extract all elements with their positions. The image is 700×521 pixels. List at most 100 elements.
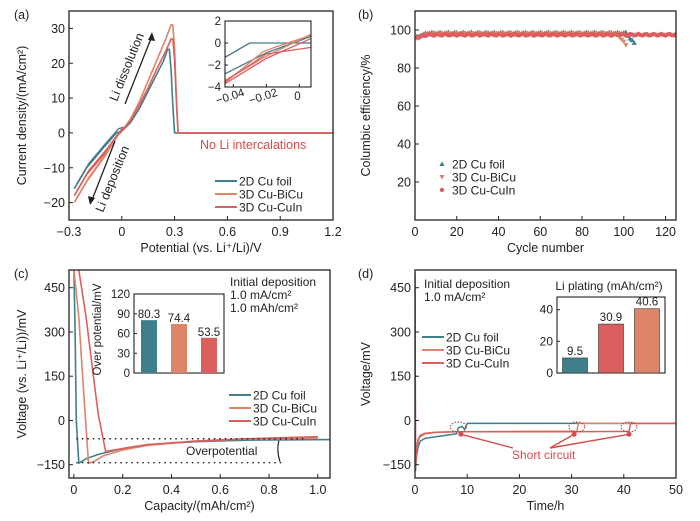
inset-bar-label: 80.3	[138, 309, 160, 321]
legend-label: 3D Cu-CuIn	[446, 357, 509, 371]
inset-y-tick-label: 0	[215, 38, 221, 50]
x-tick-label: 40	[617, 483, 631, 497]
x-tick-label: 0	[412, 483, 419, 497]
y-tick-label: 100	[390, 24, 411, 38]
y-tick-label: 20	[51, 57, 65, 71]
inset-y-tick-label: −2	[208, 60, 221, 72]
x-tick-label: 0	[118, 225, 125, 239]
marker-triangle-up	[439, 161, 445, 166]
inset-y-tick-label: 30	[117, 348, 130, 360]
arrow-deposition	[91, 140, 116, 201]
x-tick-label: 20	[512, 483, 526, 497]
legend-label: 3D Cu-BiCu	[446, 344, 510, 358]
inset-bar-label: 40.6	[636, 297, 658, 309]
series-line-cuin	[415, 272, 676, 466]
arrow-dissolution	[124, 35, 153, 105]
y-axis-label: Current density/(mA/cm²)	[15, 46, 29, 186]
y-tick-label: −10	[44, 161, 65, 175]
x-tick-label: 40	[492, 225, 506, 239]
series-group	[415, 272, 676, 472]
series-line-cu_foil	[225, 42, 311, 58]
short-circuit-arrow	[549, 433, 630, 449]
legend-label: 3D Cu-CuIn	[452, 184, 515, 198]
panel-label: (b)	[358, 8, 373, 22]
series-line-bicu	[225, 34, 311, 84]
inset-x-tick-label: −0.02	[248, 87, 279, 107]
short-circuit-arrow	[549, 433, 575, 449]
y-tick-label: −20	[44, 196, 65, 210]
panel-b: (b) 0 20 40 60 80 100 120 20 40 60 80 100 Cycle numbe…	[358, 8, 677, 255]
annotation-initial-deposition: Initial deposition	[230, 275, 316, 289]
marker-triangle-down	[621, 39, 627, 45]
short-circuit-marker	[568, 421, 586, 433]
inset-bar-cuin	[598, 323, 624, 374]
arrow-head	[148, 32, 155, 41]
inset-x-tick-label: 0	[294, 91, 300, 103]
x-tick-label: 100	[613, 225, 634, 239]
plot-frame	[414, 269, 677, 479]
x-tick-label: 0.6	[212, 483, 229, 497]
annotation-initial-deposition: Initial deposition	[424, 277, 510, 291]
inset-y-axis-label: Over potential/mV	[92, 283, 104, 375]
y-tick-label: 300	[390, 325, 411, 339]
x-tick-label: 0.6	[219, 225, 236, 239]
annotation-li-dissolution: Li dissolution	[107, 31, 147, 103]
x-tick-label: 0.2	[114, 483, 131, 497]
annotation-no-intercalation: No Li intercalations	[200, 138, 306, 152]
x-tick-label: 10	[460, 483, 474, 497]
annotation-overpotential: Overpotential	[186, 444, 257, 458]
y-tick-label: 450	[44, 281, 65, 295]
y-tick-label: 0	[58, 414, 65, 428]
inset-y-tick-label: 40	[540, 303, 554, 317]
x-tick-label: 30	[565, 483, 579, 497]
plot-frame	[414, 10, 677, 221]
x-axis-label: Time/h	[527, 499, 565, 513]
x-tick-label: 0.3	[166, 225, 183, 239]
y-tick-label: 150	[44, 370, 65, 384]
series-line-cu_foil	[73, 48, 333, 190]
marker-triangle-up	[629, 37, 635, 43]
x-axis-label: Cycle number	[507, 241, 584, 255]
inset-bar-cuin	[201, 337, 217, 373]
legend-label: 3D Cu-BiCu	[253, 402, 317, 416]
y-axis-label: Voltage (vs. Li⁺/Li))/mV	[15, 309, 29, 439]
series-cuin	[415, 31, 676, 40]
inset-y-tick-label: 120	[111, 289, 130, 301]
series-return-cu_foil	[75, 126, 125, 185]
x-tick-label: −0.3	[57, 225, 82, 239]
overpotential-bracket	[277, 440, 281, 462]
inset-y-tick-label: 2	[215, 16, 221, 28]
inset-y-tick-label: 20	[540, 334, 554, 348]
y-tick-label: 300	[44, 325, 65, 339]
series-group	[73, 24, 333, 204]
inset-bar-bicu	[171, 324, 187, 373]
inset-y-tick-label: 0	[124, 368, 130, 380]
arrow-head	[626, 431, 632, 437]
x-tick-label: 80	[575, 225, 589, 239]
y-axis-label: Voltage/mV	[359, 341, 373, 406]
annotation-capacity: 1.0 mAh/cm²	[230, 301, 298, 315]
legend-label: 2D Cu foil	[452, 158, 505, 172]
x-tick-label: 120	[655, 225, 676, 239]
short-circuit-arrow	[460, 433, 514, 449]
annotation-current: 1.0 mA/cm²	[424, 290, 485, 304]
plot-frame	[68, 269, 331, 479]
arrow-head	[88, 196, 95, 205]
inset-bar-label: 53.5	[198, 327, 220, 339]
legend-label: 3D Cu-CuIn	[239, 201, 302, 215]
y-tick-label: 0	[58, 126, 65, 140]
legend-label: 2D Cu foil	[239, 175, 292, 189]
inset-y-tick-label: 60	[117, 329, 130, 341]
series-return-cuin	[75, 126, 125, 192]
y-tick-label: 80	[397, 62, 411, 76]
y-tick-label: −150	[37, 458, 65, 472]
series-group	[415, 29, 676, 48]
annotation-short-circuit: Short circuit	[512, 448, 576, 462]
plot-frame	[68, 10, 334, 221]
x-axis-label: Potential (vs. Li⁺/Li)/V	[140, 241, 262, 255]
panel-label: (a)	[14, 8, 29, 22]
legend-label: 2D Cu foil	[253, 389, 306, 403]
marker-triangle-down	[439, 175, 445, 180]
series-line-cuin	[78, 270, 318, 453]
